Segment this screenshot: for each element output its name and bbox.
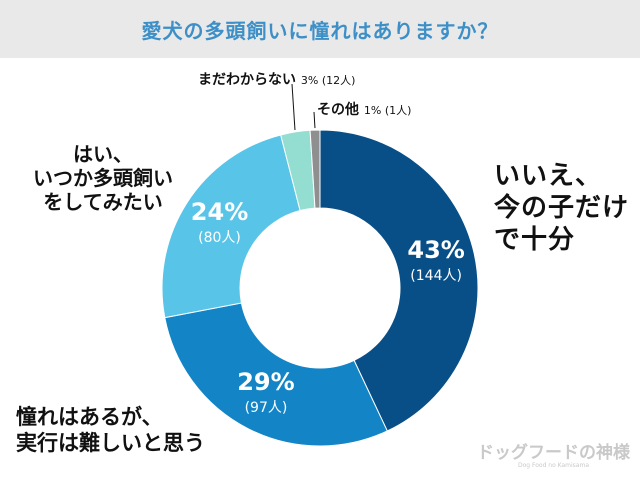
watermark-logo: ドッグフードの神様 Dog Food no Kamisama [477, 444, 630, 470]
label-yes-line-2: いつか多頭飼い [33, 166, 173, 190]
label-unknown: まだわからない 3% (12人) [198, 71, 355, 90]
label-hard-line-1: 憧れはあるが、 [16, 405, 163, 429]
label-unknown-pct: 3% (12人) [300, 74, 356, 87]
label-no-line-2: 今の子だけ [494, 193, 630, 223]
leader-line-5 [313, 111, 316, 129]
label-hard: 憧れはあるが、 実行は難しいと思う [16, 404, 205, 456]
slice-label-count-2: (97人) [245, 400, 288, 416]
title-bar: 愛犬の多頭飼いに憧れはありますか？ [0, 0, 640, 58]
label-yes-line-3: をしてみたい [43, 190, 163, 214]
label-no-line-1: いいえ、 [494, 161, 603, 191]
slice-2 [164, 302, 388, 447]
slice-label-pct-2: 29% [237, 368, 294, 396]
slice-label-pct-1: 43% [407, 236, 464, 264]
slice-5 [309, 129, 321, 209]
watermark-sub: Dog Food no Kamisama [517, 462, 590, 469]
watermark-main: ドッグフードの神様 [477, 443, 630, 463]
chart-title: 愛犬の多頭飼いに憧れはありますか？ [141, 18, 499, 43]
slice-3 [161, 134, 301, 319]
label-other: その他 1% (1人) [317, 101, 411, 120]
leader-line-4 [291, 83, 296, 131]
label-other-pct: 1% (1人) [363, 104, 412, 117]
label-yes: はい、 いつか多頭飼い をしてみたい [14, 142, 192, 214]
slice-label-pct-3: 24% [191, 198, 248, 226]
label-hard-line-2: 実行は難しいと思う [16, 431, 205, 455]
label-yes-line-1: はい、 [73, 142, 133, 166]
label-no: いいえ、 今の子だけ で十分 [494, 160, 629, 256]
slice-1 [319, 129, 479, 432]
slice-label-count-1: (144人) [410, 268, 462, 284]
label-other-name: その他 [317, 102, 359, 118]
label-no-line-3: で十分 [494, 225, 576, 255]
label-unknown-name: まだわからない [198, 72, 296, 88]
slice-label-count-3: (80人) [198, 230, 241, 246]
